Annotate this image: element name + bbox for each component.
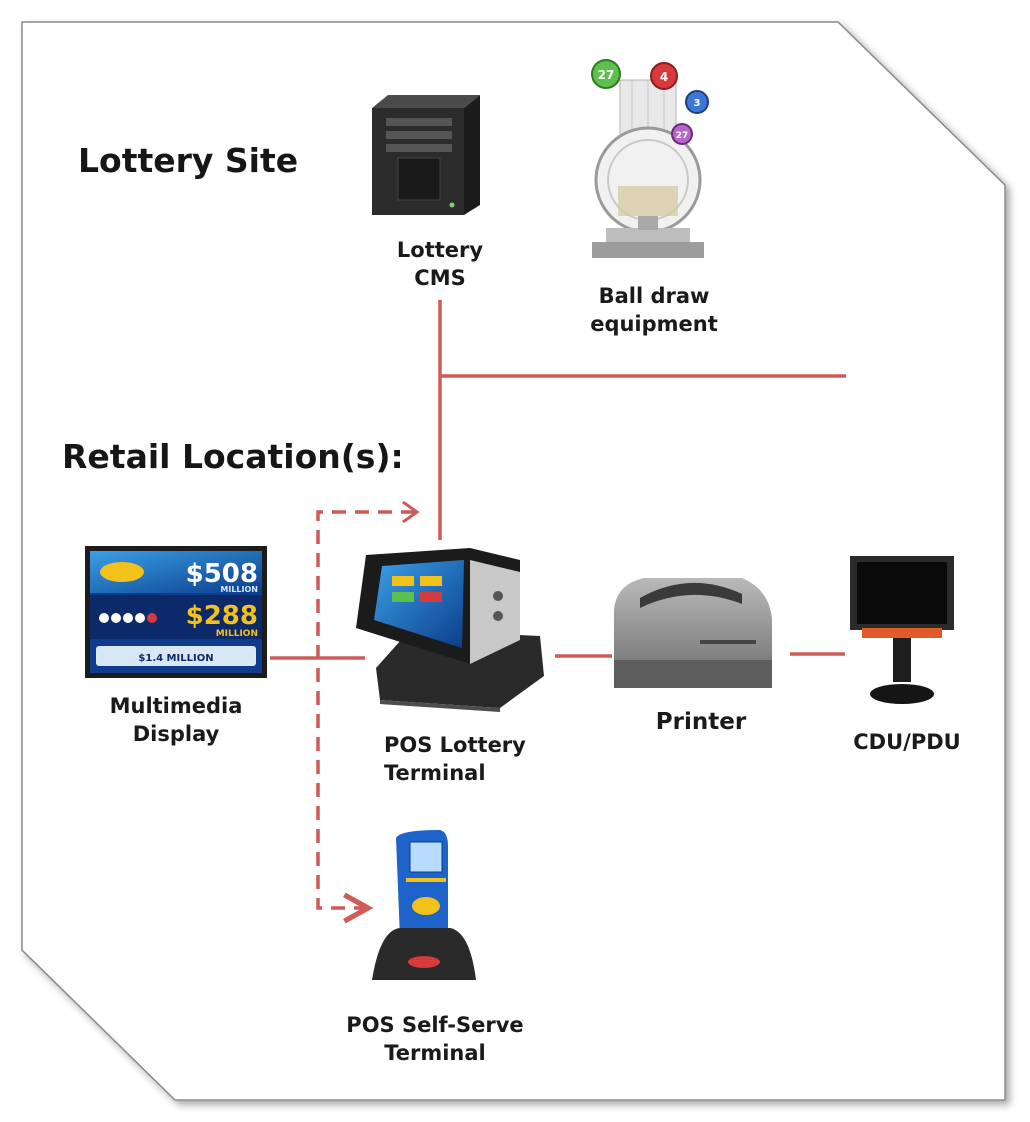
jackpot-unit-2: MILLION — [216, 629, 258, 639]
ball-icon — [671, 123, 693, 145]
ball-number: 27 — [676, 131, 689, 141]
ball-number: 27 — [598, 68, 615, 82]
kiosk-icon — [372, 830, 476, 980]
ball-icon — [650, 62, 678, 90]
dashed-arrow-head-top — [402, 500, 420, 524]
ball-draw-label: Ball draw equipment — [590, 284, 718, 337]
ball-icon — [685, 90, 709, 114]
cms-label: Lottery CMS — [396, 238, 484, 291]
jackpot-amount-1: $508 — [186, 559, 258, 589]
customer-display-icon — [850, 556, 954, 704]
display-label: Multimedia Display — [109, 694, 243, 747]
self-serve-label: POS Self-Serve Terminal — [346, 1013, 524, 1066]
ball-number: 4 — [660, 70, 668, 84]
jackpot-unit-1: MILLION — [220, 585, 258, 594]
pos-terminal-icon — [356, 548, 544, 712]
lottery-site-heading: Lottery Site — [78, 141, 299, 180]
connectors — [270, 300, 846, 908]
jackpot-amount-2: $288 — [186, 601, 258, 631]
printer-icon — [614, 578, 772, 688]
self-serve-dashed-link — [316, 510, 415, 908]
printer-label: Printer — [655, 709, 747, 735]
server-icon — [372, 95, 480, 215]
retail-locations-heading: Retail Location(s): — [62, 437, 404, 476]
ball-draw-machine-icon — [591, 59, 709, 258]
jackpot-amount-3: $1.4 MILLION — [138, 653, 213, 664]
display-screen-icon — [85, 546, 267, 678]
ball-icon — [591, 59, 621, 89]
pos-terminal-label: POS Lottery Terminal — [384, 733, 526, 786]
ball-number: 3 — [694, 98, 701, 109]
cdu-label: CDU/PDU — [853, 730, 961, 754]
